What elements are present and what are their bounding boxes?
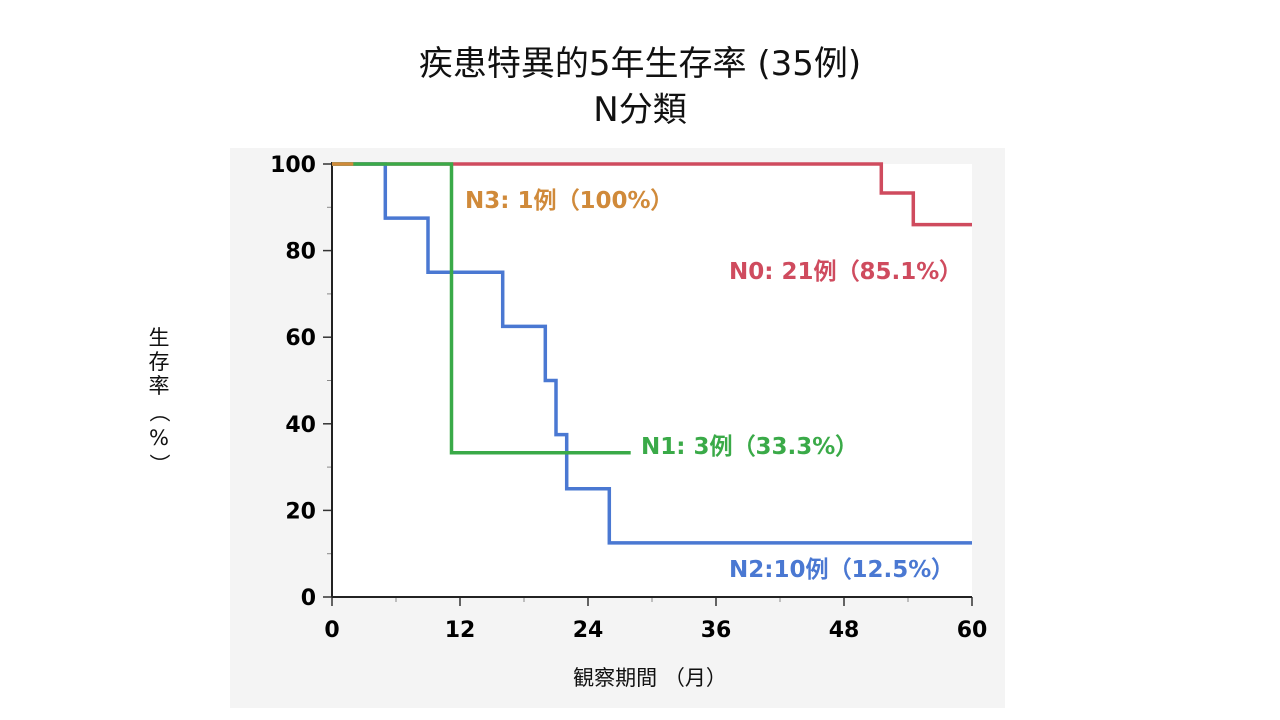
x-tick-label: 24 [573, 618, 604, 643]
y-tick-label: 100 [270, 153, 316, 178]
series-line-n1 [332, 162, 631, 455]
y-label-char-1: 生 [148, 326, 170, 350]
y-axis-label: 生 存 率 （ % ） [144, 326, 174, 478]
y-tick-label: 0 [301, 586, 316, 611]
series-label-n0: N0: 21例（85.1%） [729, 258, 962, 285]
y-label-char-2: 存 [148, 350, 170, 374]
y-label-percent: % [149, 426, 169, 450]
series-line-n0 [332, 162, 972, 227]
x-tick-label: 0 [324, 618, 339, 643]
series-label-n3: N3: 1例（100%） [465, 187, 674, 214]
y-label-char-3: 率 [148, 374, 170, 398]
y-tick-label: 40 [285, 413, 316, 438]
series-label-n2: N2:10例（12.5%） [729, 556, 954, 583]
chart-subtitle: N分類 [593, 90, 687, 130]
series-label-n1: N1: 3例（33.3%） [641, 433, 858, 460]
chart-title: 疾患特異的5年生存率 (35例) [418, 44, 862, 84]
y-tick-label: 80 [285, 240, 316, 265]
y-tick-label: 20 [285, 499, 316, 524]
y-tick-label: 60 [285, 326, 316, 351]
x-tick-label: 48 [829, 618, 860, 643]
x-axis-label: 観察期間 （月） [573, 666, 727, 690]
plot-area [332, 164, 972, 597]
x-tick-label: 12 [445, 618, 476, 643]
series-line-n2 [332, 162, 972, 545]
x-tick-label: 36 [701, 618, 732, 643]
x-tick-label: 60 [957, 618, 988, 643]
